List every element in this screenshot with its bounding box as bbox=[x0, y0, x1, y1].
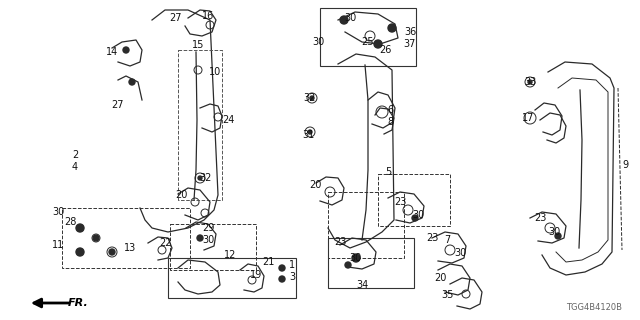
Text: 35: 35 bbox=[441, 290, 453, 300]
Circle shape bbox=[129, 79, 135, 85]
Circle shape bbox=[279, 265, 285, 271]
Text: FR.: FR. bbox=[68, 298, 89, 308]
Circle shape bbox=[388, 24, 396, 32]
Text: 30: 30 bbox=[52, 207, 64, 217]
Bar bbox=[328, 238, 414, 288]
Text: 11: 11 bbox=[52, 240, 64, 250]
Text: 6: 6 bbox=[387, 105, 393, 115]
Bar bbox=[378, 174, 450, 226]
Text: 15: 15 bbox=[192, 40, 204, 50]
Text: 3: 3 bbox=[289, 272, 295, 282]
Text: 9: 9 bbox=[622, 160, 628, 170]
Circle shape bbox=[412, 215, 418, 221]
Text: 2: 2 bbox=[72, 150, 78, 160]
Text: 25: 25 bbox=[361, 37, 373, 47]
Text: TGG4B4120B: TGG4B4120B bbox=[566, 303, 622, 312]
Circle shape bbox=[528, 80, 532, 84]
Circle shape bbox=[123, 47, 129, 53]
Circle shape bbox=[198, 176, 202, 180]
Text: 30: 30 bbox=[344, 13, 356, 23]
Text: 4: 4 bbox=[72, 162, 78, 172]
Text: 13: 13 bbox=[124, 243, 136, 253]
Text: 12: 12 bbox=[224, 250, 236, 260]
Circle shape bbox=[555, 233, 561, 239]
Text: 8: 8 bbox=[387, 117, 393, 127]
Bar bbox=[168, 258, 296, 298]
Text: 27: 27 bbox=[112, 100, 124, 110]
Text: 24: 24 bbox=[222, 115, 234, 125]
Text: 23: 23 bbox=[534, 213, 546, 223]
Bar bbox=[62, 208, 190, 268]
Circle shape bbox=[279, 276, 285, 282]
Text: 22: 22 bbox=[159, 238, 172, 248]
Text: 27: 27 bbox=[169, 13, 181, 23]
Text: 29: 29 bbox=[202, 223, 214, 233]
Text: 30: 30 bbox=[454, 248, 466, 258]
Text: 28: 28 bbox=[64, 217, 76, 227]
Text: 31: 31 bbox=[302, 130, 314, 140]
Text: 32: 32 bbox=[304, 93, 316, 103]
Circle shape bbox=[340, 16, 348, 24]
Text: 30: 30 bbox=[312, 37, 324, 47]
Text: 23: 23 bbox=[394, 197, 406, 207]
Text: 16: 16 bbox=[202, 11, 214, 21]
Circle shape bbox=[352, 254, 360, 262]
Text: 17: 17 bbox=[522, 113, 534, 123]
Circle shape bbox=[374, 40, 382, 48]
Circle shape bbox=[76, 248, 84, 256]
Text: 23: 23 bbox=[334, 237, 346, 247]
Circle shape bbox=[345, 262, 351, 268]
Circle shape bbox=[310, 96, 314, 100]
Text: 10: 10 bbox=[209, 67, 221, 77]
Text: 30: 30 bbox=[412, 210, 424, 220]
Text: 21: 21 bbox=[262, 257, 274, 267]
Text: 30: 30 bbox=[349, 253, 361, 263]
Text: 20: 20 bbox=[309, 180, 321, 190]
Circle shape bbox=[197, 235, 203, 241]
Text: 14: 14 bbox=[106, 47, 118, 57]
Text: 26: 26 bbox=[379, 45, 391, 55]
Text: 30: 30 bbox=[202, 235, 214, 245]
Bar bbox=[320, 8, 416, 66]
Text: 20: 20 bbox=[175, 190, 187, 200]
Text: 36: 36 bbox=[404, 27, 416, 37]
Text: 34: 34 bbox=[356, 280, 368, 290]
Bar bbox=[328, 192, 404, 258]
Circle shape bbox=[109, 249, 115, 255]
Text: 30: 30 bbox=[548, 227, 560, 237]
Bar bbox=[170, 224, 256, 270]
Circle shape bbox=[76, 224, 84, 232]
Text: 33: 33 bbox=[524, 77, 536, 87]
Text: 5: 5 bbox=[385, 167, 391, 177]
Circle shape bbox=[308, 130, 312, 134]
Text: 1: 1 bbox=[289, 260, 295, 270]
Text: 37: 37 bbox=[404, 39, 416, 49]
Text: 7: 7 bbox=[444, 235, 450, 245]
Text: 20: 20 bbox=[434, 273, 446, 283]
Text: 23: 23 bbox=[426, 233, 438, 243]
Text: 32: 32 bbox=[200, 173, 212, 183]
Circle shape bbox=[93, 235, 99, 241]
Text: 19: 19 bbox=[250, 270, 262, 280]
